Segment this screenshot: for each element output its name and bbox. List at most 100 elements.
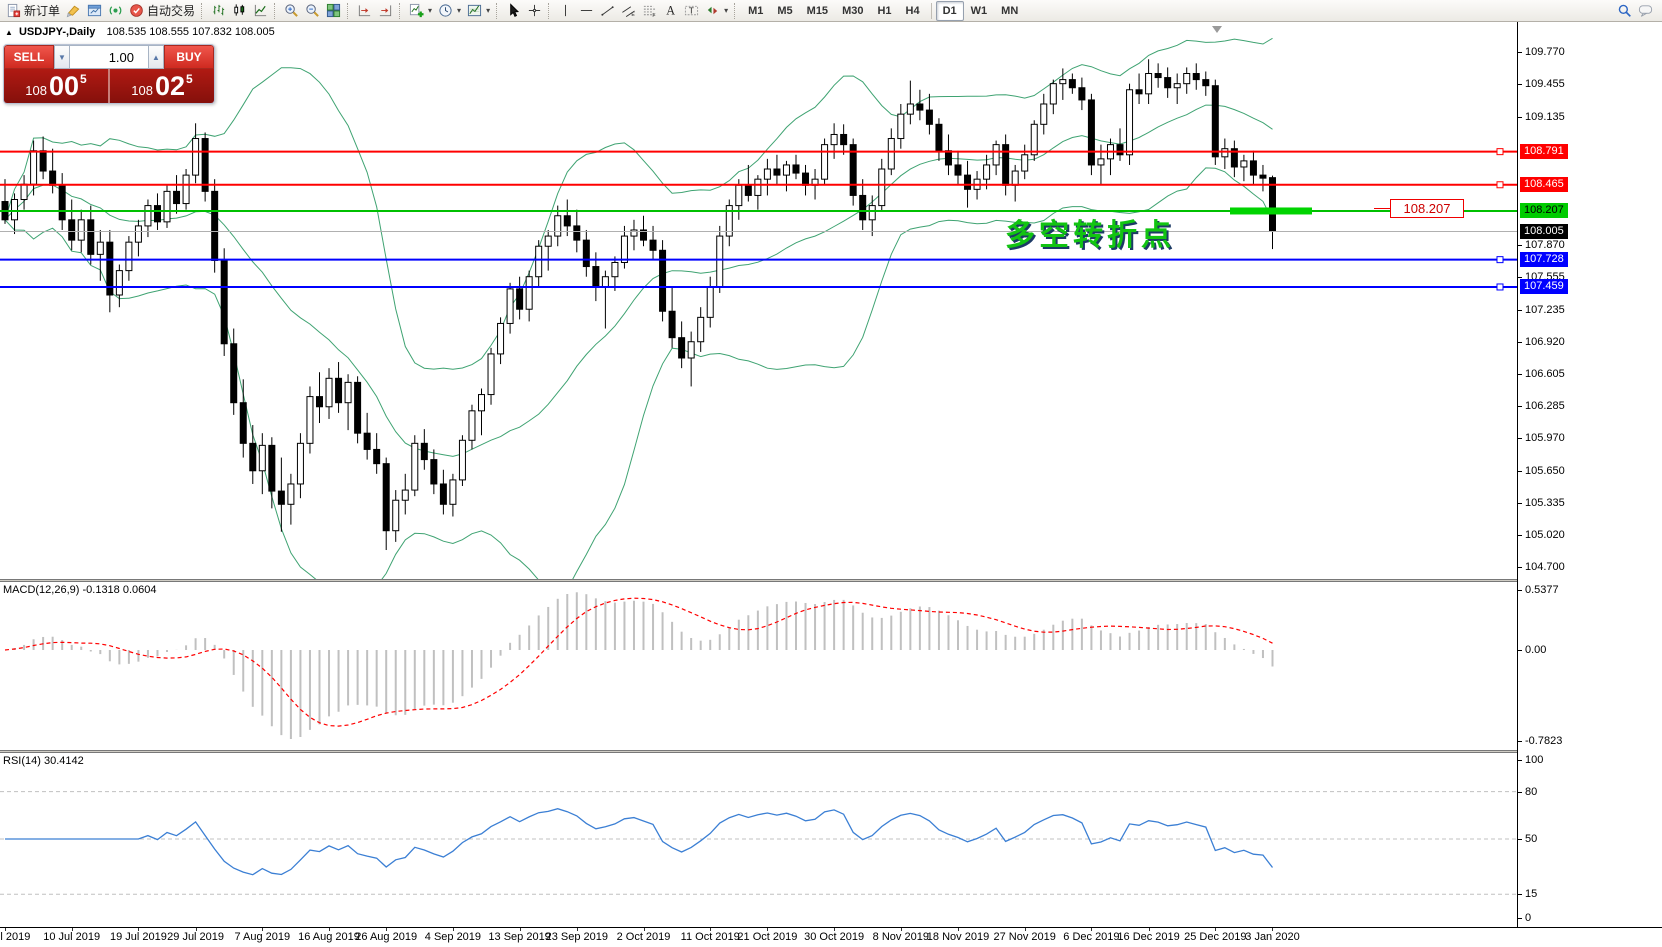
timeframe-m1-button[interactable]: M1 bbox=[748, 4, 764, 17]
draw-label-button[interactable]: T bbox=[681, 1, 702, 21]
auto-scroll-button[interactable] bbox=[354, 1, 375, 21]
candle-body bbox=[1040, 103, 1048, 125]
candle-body bbox=[659, 249, 667, 312]
signals-button[interactable] bbox=[105, 1, 126, 21]
candle-body bbox=[706, 286, 714, 318]
crosshair-button[interactable] bbox=[524, 1, 545, 21]
price-axis-label: 0.5377 bbox=[1525, 584, 1559, 596]
draw-text-button[interactable]: A bbox=[660, 1, 681, 21]
buy-button[interactable]: BUY bbox=[164, 45, 214, 69]
rsi-panel[interactable]: RSI(14) 30.4142 bbox=[0, 753, 1517, 927]
chevron-down-icon[interactable]: ▾ bbox=[724, 6, 729, 15]
buy-price[interactable]: 108 02 5 bbox=[110, 69, 214, 103]
timeframe-m30-button[interactable]: M30 bbox=[842, 4, 864, 17]
candle-body bbox=[458, 439, 466, 481]
timeframe-h4-button[interactable]: H4 bbox=[905, 4, 920, 17]
search-icon bbox=[1617, 3, 1632, 18]
candle-chart-button[interactable] bbox=[229, 1, 250, 21]
candle-body bbox=[878, 168, 886, 207]
line-chart-button[interactable] bbox=[250, 1, 271, 21]
candle-body bbox=[516, 288, 524, 310]
tile-windows-button[interactable] bbox=[323, 1, 344, 21]
candle-body bbox=[268, 444, 276, 492]
axis-tick bbox=[1518, 309, 1522, 311]
timeframe-h1-button[interactable]: H1 bbox=[877, 4, 892, 17]
draw-hline-button[interactable] bbox=[576, 1, 597, 21]
line-handle[interactable] bbox=[1496, 283, 1504, 291]
new-order-button[interactable]: 新订单 bbox=[3, 1, 63, 21]
panel-splitter[interactable] bbox=[0, 750, 1662, 753]
candle-body bbox=[649, 239, 657, 251]
time-axis-label: 1 Jul 2019 bbox=[0, 931, 31, 943]
periods-button[interactable]: ▾ bbox=[435, 1, 464, 21]
draw-channel-button[interactable]: E bbox=[618, 1, 639, 21]
chart-shift-button[interactable] bbox=[375, 1, 396, 21]
search-button[interactable] bbox=[1614, 1, 1635, 21]
zoom-out-button[interactable] bbox=[302, 1, 323, 21]
chevron-down-icon[interactable]: ▾ bbox=[486, 6, 491, 15]
price-tag-label[interactable]: 108.207 bbox=[1390, 199, 1464, 218]
chat-button[interactable] bbox=[1635, 1, 1656, 21]
candle-body bbox=[354, 381, 362, 434]
price-tag-connector bbox=[1374, 208, 1390, 209]
draw-vline-button[interactable] bbox=[555, 1, 576, 21]
line-handle[interactable] bbox=[1496, 181, 1504, 189]
chart-annotation-text[interactable]: 多空转折点 bbox=[1005, 219, 1175, 252]
autotrading-button[interactable]: 自动交易 bbox=[126, 1, 198, 21]
candle-body bbox=[39, 150, 47, 172]
candle-body bbox=[744, 184, 752, 196]
macd-panel[interactable]: MACD(12,26,9) -0.1318 0.0604 bbox=[0, 582, 1517, 750]
timeframe-d1-button[interactable]: D1 bbox=[935, 0, 964, 21]
timeframe-w1-button[interactable]: W1 bbox=[970, 4, 988, 17]
axis-tick bbox=[1518, 839, 1522, 840]
cursor-button[interactable] bbox=[503, 1, 524, 21]
collapse-subwindow-icon[interactable]: ▲ bbox=[5, 28, 13, 37]
zoom-in-button[interactable] bbox=[281, 1, 302, 21]
hline-icon bbox=[579, 3, 594, 18]
sell-button[interactable]: SELL bbox=[4, 45, 54, 69]
toolbar-separator bbox=[201, 2, 205, 19]
candle-body bbox=[935, 123, 943, 152]
draw-fibonacci-button[interactable]: F bbox=[639, 1, 660, 21]
draw-trendline-button[interactable] bbox=[597, 1, 618, 21]
candle-body bbox=[382, 463, 390, 532]
zoom-out-icon bbox=[305, 3, 320, 18]
line-handle[interactable] bbox=[1496, 148, 1504, 156]
sell-price[interactable]: 108 00 5 bbox=[4, 69, 108, 103]
time-axis-tick bbox=[643, 928, 645, 931]
chart-shift-marker[interactable] bbox=[1212, 26, 1222, 33]
timeframe-m5-button[interactable]: M5 bbox=[777, 4, 793, 17]
price-divider bbox=[108, 69, 110, 103]
bars-icon bbox=[211, 3, 226, 18]
chevron-down-icon[interactable]: ▾ bbox=[457, 6, 462, 15]
main-chart-panel[interactable]: ▲ USDJPY-,Daily 108.535 108.555 107.832 … bbox=[0, 22, 1517, 579]
draw-arrows-button[interactable]: ▾ bbox=[702, 1, 731, 21]
time-axis-tick bbox=[138, 928, 140, 931]
panel-splitter[interactable] bbox=[0, 579, 1662, 582]
bar-chart-button[interactable] bbox=[208, 1, 229, 21]
price-axis-label: 105.335 bbox=[1525, 496, 1565, 509]
styler-button[interactable] bbox=[63, 1, 84, 21]
volume-input[interactable]: 1.00 bbox=[70, 45, 148, 69]
candle-body bbox=[525, 276, 533, 310]
line-handle[interactable] bbox=[1496, 256, 1504, 264]
volume-decrease-button[interactable]: ▼ bbox=[54, 45, 70, 69]
time-axis-label: 29 Jul 2019 bbox=[167, 931, 225, 943]
bollinger-band-line bbox=[4, 37, 1273, 370]
timeframe-mn-button[interactable]: MN bbox=[1001, 4, 1019, 17]
timeframe-m15-button[interactable]: M15 bbox=[806, 4, 829, 17]
price-scale[interactable]: 109.770 109.455 109.135 107.870 107.555 107.2… bbox=[1517, 22, 1662, 927]
arrows-icon bbox=[705, 3, 720, 18]
volume-increase-button[interactable]: ▲ bbox=[148, 45, 164, 69]
templates-button[interactable]: ▾ bbox=[464, 1, 493, 21]
candle-body bbox=[868, 205, 876, 221]
indicators-button[interactable]: ▾ bbox=[406, 1, 435, 21]
new-chart-button[interactable] bbox=[84, 1, 105, 21]
candle-body bbox=[20, 183, 28, 200]
support-highlight-bar[interactable] bbox=[1230, 207, 1312, 215]
candle-body bbox=[163, 190, 171, 223]
price-axis-label: 105.020 bbox=[1525, 528, 1565, 541]
chevron-down-icon[interactable]: ▾ bbox=[428, 6, 433, 15]
candle-body bbox=[1126, 89, 1134, 156]
